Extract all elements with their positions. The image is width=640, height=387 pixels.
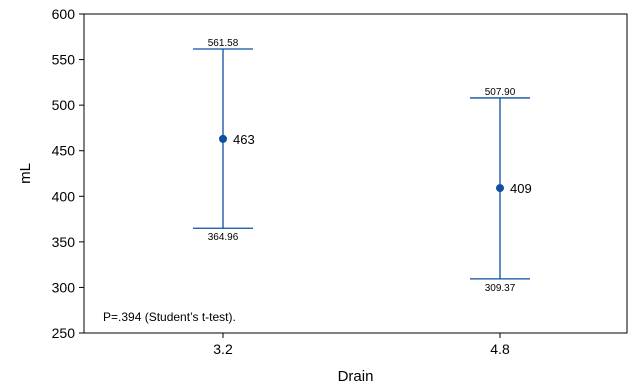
- axes-layer: 250 300 350 400 450 500 550 600 3.2 4.8: [52, 6, 510, 357]
- plot-layer: 463 561.58 364.96 409 507.90 309.37: [193, 38, 532, 294]
- upper-bound-label: 561.58: [208, 38, 239, 49]
- y-tick-label: 550: [52, 52, 76, 68]
- mean-point: [219, 134, 227, 143]
- y-tick-label: 250: [52, 325, 76, 341]
- y-tick-label: 350: [52, 234, 76, 250]
- y-tick-label: 300: [52, 279, 76, 295]
- y-tick-label: 500: [52, 97, 76, 113]
- upper-bound-label: 507.90: [485, 87, 516, 98]
- x-tick-label: 4.8: [490, 341, 510, 357]
- lower-bound-label: 309.37: [485, 283, 516, 294]
- mean-value-label: 463: [233, 132, 255, 147]
- y-tick-label: 400: [52, 188, 76, 204]
- mean-value-label: 409: [510, 181, 532, 196]
- x-tick-label: 3.2: [213, 341, 233, 357]
- y-axis-title: mL: [17, 163, 34, 184]
- y-tick-label: 600: [52, 6, 76, 22]
- y-tick-label: 450: [52, 143, 76, 159]
- plot-frame: [83, 13, 628, 334]
- x-axis-title: Drain: [338, 368, 374, 385]
- lower-bound-label: 364.96: [208, 232, 239, 243]
- p-value-annotation: P=.394 (Student’s t-test).: [103, 310, 236, 324]
- mean-point: [496, 184, 504, 193]
